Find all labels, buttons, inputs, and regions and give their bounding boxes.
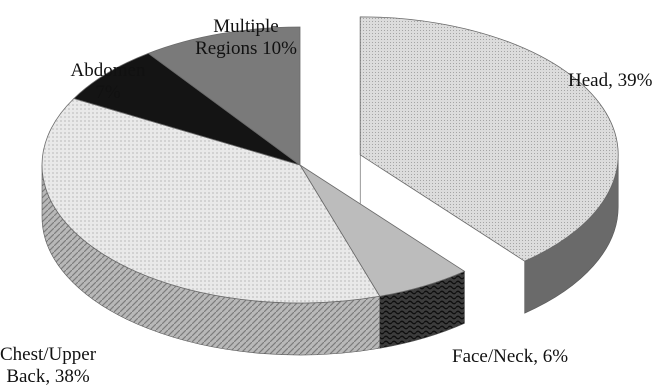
label-abdomen: Abdomen 7%: [71, 60, 146, 103]
label-multiple-regions: Multiple Regions 10%: [195, 16, 297, 59]
pie-tops: [41, 16, 619, 304]
slice-head: [359, 16, 619, 262]
slice-abdomen: [73, 52, 301, 166]
label-face-neck: Face/Neck, 6%: [452, 346, 568, 367]
slice-chest-upper-back: [41, 98, 381, 304]
slice-multiple-regions: [147, 26, 301, 166]
label-head: Head, 39%: [568, 70, 653, 91]
label-chest-upper-back: Chest/Upper Back, 38%: [0, 344, 97, 386]
pie-labels: Head, 39% Face/Neck, 6% Chest/Upper Back, 3…: [0, 16, 653, 386]
